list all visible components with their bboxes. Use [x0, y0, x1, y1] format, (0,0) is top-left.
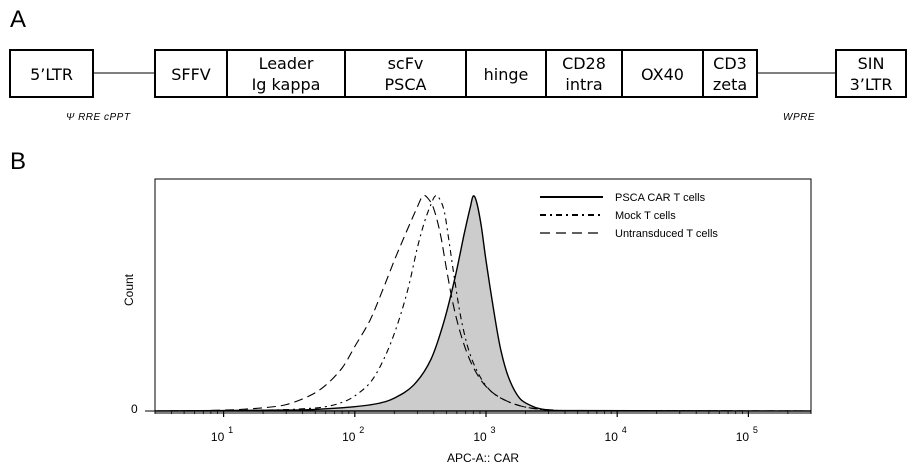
panel-b-label: B [10, 148, 27, 175]
x-tick-label: 10 [605, 430, 619, 444]
flow-cytometry-histogram: 10 1 10 2 10 3 10 4 10 5 0 Count APC-A:: CAR PSCA… [122, 178, 812, 465]
y-axis-label: Count [122, 273, 136, 306]
segment-label: 3’LTR [850, 75, 893, 94]
segment-label: SIN [858, 54, 885, 73]
segment-hinge: hinge [465, 49, 547, 98]
segment-label: CD28 [562, 54, 606, 73]
wpre-annotation: WPRE [783, 112, 815, 123]
x-tick-exponent: 5 [753, 425, 758, 435]
segment-label: OX40 [641, 65, 684, 84]
segment-box [835, 49, 907, 98]
segment-label: Leader [259, 54, 314, 73]
segment-cd28-intra: CD28 intra [545, 49, 623, 98]
x-axis-label: APC-A:: CAR [447, 451, 519, 465]
untransduced-t-cells-curve [154, 194, 812, 412]
x-tick-exponent: 2 [359, 425, 364, 435]
segment-sffv: SFFV [154, 49, 228, 98]
segment-label: intra [565, 75, 602, 94]
segment-sin-3-ltr: SIN 3’LTR [835, 49, 907, 98]
x-tick-label: 10 [473, 430, 487, 444]
plot-frame [154, 178, 812, 414]
x-tick-exponent: 1 [228, 425, 233, 435]
x-tick-label: 10 [211, 430, 225, 444]
segment-5-ltr: 5’LTR [9, 49, 94, 98]
legend-label-untransduced: Untransduced T cells [615, 228, 718, 240]
segment-box [154, 49, 228, 98]
legend: PSCA CAR T cells Mock T cells Untransduc… [540, 192, 718, 240]
segment-box [621, 49, 704, 98]
segment-label: SFFV [171, 65, 211, 84]
segment-label: hinge [484, 65, 529, 84]
legend-label-mock: Mock T cells [615, 210, 676, 222]
x-tick-exponent: 3 [490, 425, 495, 435]
segment-cd3-zeta: CD3 zeta [702, 49, 758, 98]
segment-label: scFv [388, 54, 424, 73]
segment-label: zeta [713, 75, 747, 94]
x-axis-ticks: 10 1 10 2 10 3 10 4 10 5 [154, 411, 812, 444]
x-tick-exponent: 4 [622, 425, 627, 435]
histogram-curves [154, 194, 812, 412]
segment-label: PSCA [385, 75, 427, 94]
segment-box [226, 49, 346, 98]
mock-t-cells-curve [154, 194, 812, 412]
segment-box [9, 49, 94, 98]
panel-a-label: A [10, 6, 27, 33]
legend-label-psca-car: PSCA CAR T cells [615, 192, 706, 204]
segment-leader-ig-kappa: Leader Ig kappa [226, 49, 346, 98]
vector-construct-diagram: 5’LTR SFFV Leader Ig kappa scFv PSCA hinge CD28… [9, 49, 907, 123]
segment-scfv-psca: scFv PSCA [344, 49, 467, 98]
segment-label: 5’LTR [30, 65, 73, 84]
y-tick-zero: 0 [131, 402, 138, 416]
psi-rre-cppt-annotation: Ψ RRE cPPT [66, 112, 131, 123]
x-tick-label: 10 [342, 430, 356, 444]
x-tick-label: 10 [736, 430, 750, 444]
segment-ox40: OX40 [621, 49, 704, 98]
psca-car-t-cells-curve [154, 195, 812, 412]
segment-box [702, 49, 758, 98]
segment-label: Ig kappa [252, 75, 321, 94]
segment-label: CD3 [713, 54, 747, 73]
